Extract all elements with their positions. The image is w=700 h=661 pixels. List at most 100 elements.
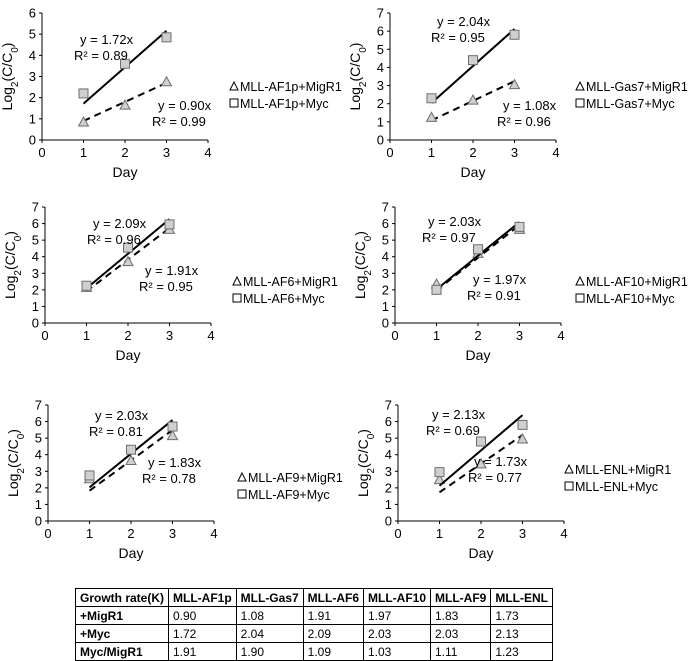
table-cell: 2.03 — [363, 624, 431, 643]
r-squared-label: R² = 0.78 — [142, 471, 196, 486]
table-cell: 1.03 — [363, 642, 431, 661]
data-point-square — [517, 419, 528, 430]
x-tick-label: 2 — [127, 526, 134, 541]
y-axis-label: Log2(C/C0) — [5, 429, 27, 497]
growth-rate-table: Growth rate(K) MLL-AF1p MLL-Gas7 MLL-AF6… — [75, 588, 553, 661]
table-cell: 2.03 — [429, 624, 492, 643]
y-tick-label: 3 — [29, 69, 36, 84]
x-axis-label: Day — [119, 545, 144, 561]
table-header-row: Growth rate(K) MLL-AF1p MLL-Gas7 MLL-AF6… — [75, 588, 553, 607]
equation-label: y = 2.03x — [95, 408, 149, 423]
x-tick-label: 1 — [436, 526, 443, 541]
y-tick-label: 3 — [382, 266, 389, 281]
equation-label: y = 2.09x — [93, 216, 147, 231]
table-header-cell: Growth rate(K) — [75, 588, 169, 607]
data-point-square — [161, 32, 172, 43]
data-point-square — [81, 280, 92, 291]
y-tick-label: 3 — [385, 464, 392, 479]
y-tick-label: 0 — [385, 514, 392, 529]
x-tick-label: 4 — [552, 145, 559, 160]
table-cell: 1.72 — [168, 624, 237, 643]
y-axis-label: Log2(C/C0) — [347, 43, 369, 111]
x-tick-label: 4 — [560, 526, 567, 541]
table-row-label: +MigR1 — [75, 606, 169, 625]
trend-line-myc — [85, 218, 171, 290]
equation-label: y = 2.13x — [432, 407, 486, 422]
r-squared-label: R² = 0.99 — [152, 114, 206, 129]
data-point-square — [468, 55, 478, 66]
x-tick-label: 1 — [433, 328, 440, 343]
y-tick-label: 6 — [382, 216, 389, 231]
x-tick-label: 0 — [394, 526, 401, 541]
legend-square-icon — [575, 293, 585, 303]
data-point-square — [509, 29, 520, 40]
y-tick-label: 4 — [385, 447, 392, 462]
table-row: +MigR1 0.90 1.08 1.91 1.97 1.83 1.73 — [75, 606, 553, 625]
data-point-square — [123, 242, 133, 253]
legend-label: MLL-AF10+Myc — [586, 292, 675, 306]
data-point-triangle — [160, 75, 173, 87]
equation-label: y = 2.04x — [437, 14, 491, 29]
data-point-triangle — [77, 115, 90, 127]
legend-square-icon — [237, 489, 247, 499]
r-squared-label: R² = 0.95 — [139, 279, 193, 294]
data-point-square — [78, 88, 89, 99]
y-tick-label: 2 — [29, 90, 36, 105]
table-header-cell: MLL-ENL — [490, 588, 553, 607]
data-point-triangle — [125, 454, 137, 466]
y-tick-label: 0 — [32, 316, 39, 331]
legend-square-icon — [229, 98, 239, 108]
trend-line-myc — [430, 28, 516, 104]
y-tick-label: 1 — [32, 299, 39, 314]
x-tick-label: 1 — [80, 145, 87, 160]
data-point-triangle — [119, 99, 131, 110]
data-point-triangle — [516, 432, 529, 444]
x-tick-label: 4 — [204, 145, 211, 160]
x-axis-label: Day — [469, 545, 494, 561]
table-cell: 1.73 — [490, 606, 553, 625]
legend-triangle-icon — [564, 463, 574, 474]
x-tick-label: 1 — [428, 145, 435, 160]
r-squared-label: R² = 0.97 — [422, 230, 476, 245]
legend-triangle-icon — [575, 80, 585, 91]
legend-triangle-icon — [575, 275, 585, 286]
data-point-square — [120, 58, 130, 69]
legend-label: MLL-Gas7+MigR1 — [586, 80, 688, 94]
y-tick-label: 1 — [377, 114, 384, 129]
x-tick-label: 3 — [169, 526, 176, 541]
data-point-square — [126, 444, 136, 455]
x-tick-label: 2 — [477, 526, 484, 541]
x-tick-label: 1 — [86, 526, 93, 541]
table-cell: 1.91 — [302, 606, 365, 625]
data-point-triangle — [467, 94, 479, 105]
y-tick-label: 1 — [385, 497, 392, 512]
x-tick-label: 3 — [511, 145, 518, 160]
legend-label: MLL-AF9+MigR1 — [248, 471, 343, 485]
x-tick-label: 2 — [474, 328, 481, 343]
y-tick-label: 7 — [32, 200, 39, 215]
x-tick-label: 4 — [557, 328, 564, 343]
y-tick-label: 2 — [35, 480, 42, 495]
table-cell: 1.91 — [168, 642, 237, 661]
y-tick-label: 2 — [385, 480, 392, 495]
y-tick-label: 4 — [35, 447, 42, 462]
legend-label: MLL-AF6+MigR1 — [243, 275, 338, 289]
y-tick-label: 2 — [32, 282, 39, 297]
y-axis-label: Log2(C/C0) — [355, 429, 377, 497]
y-tick-label: 5 — [385, 431, 392, 446]
trend-line-myc — [438, 414, 524, 487]
x-tick-label: 0 — [386, 145, 393, 160]
legend-square-icon — [575, 98, 585, 108]
legend-label: MLL-AF6+Myc — [243, 292, 325, 306]
y-tick-label: 0 — [29, 133, 36, 148]
y-tick-label: 4 — [29, 48, 36, 63]
data-point-triangle — [508, 78, 521, 90]
data-point-square — [473, 244, 483, 255]
data-point-square — [431, 284, 442, 295]
y-tick-label: 1 — [382, 299, 389, 314]
